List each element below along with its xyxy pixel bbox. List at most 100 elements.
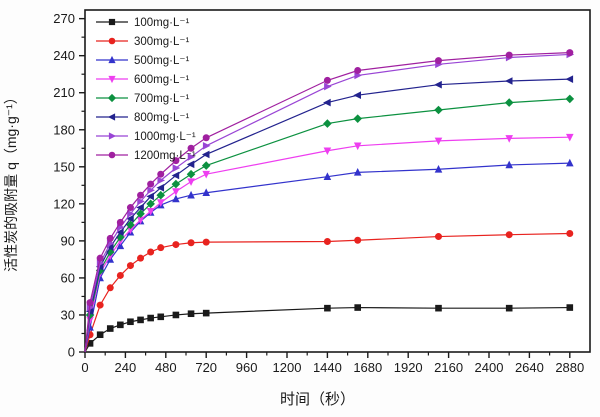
triangle-right-marker bbox=[127, 209, 135, 218]
triangle-left-marker bbox=[201, 150, 210, 159]
x-axis-label: 时间（秒） bbox=[280, 391, 355, 408]
triangle-left-marker bbox=[156, 183, 165, 192]
triangle-up-marker bbox=[434, 164, 443, 173]
triangle-right-marker bbox=[137, 197, 145, 206]
diamond-marker bbox=[353, 114, 362, 123]
triangle-left-marker bbox=[146, 192, 154, 201]
circle-marker bbox=[505, 231, 513, 239]
legend-item-600mgL: 600mg·L⁻¹ bbox=[96, 74, 189, 86]
legend-item-700mgL: 700mg·L⁻¹ bbox=[96, 93, 189, 105]
x-tick-label: 2640 bbox=[515, 360, 544, 375]
circle-marker bbox=[202, 134, 210, 142]
series-100mgL bbox=[84, 304, 574, 353]
diamond-marker bbox=[565, 94, 575, 104]
circle-marker bbox=[147, 180, 155, 188]
triangle-left-marker bbox=[565, 75, 574, 83]
diamond-marker bbox=[105, 247, 115, 257]
triangle-down-marker bbox=[505, 135, 513, 143]
triangle-down-marker bbox=[353, 142, 362, 151]
diamond-marker bbox=[504, 98, 514, 107]
triangle-left-marker bbox=[107, 113, 116, 121]
triangle-right-marker bbox=[172, 164, 181, 172]
circle-marker bbox=[435, 57, 442, 65]
triangle-up-marker bbox=[505, 160, 513, 169]
diamond-marker bbox=[146, 199, 155, 209]
triangle-left-marker bbox=[504, 77, 513, 85]
triangle-right-marker bbox=[202, 142, 211, 150]
diamond-marker bbox=[136, 209, 145, 219]
triangle-right-marker bbox=[147, 186, 155, 195]
triangle-right-marker bbox=[187, 153, 196, 161]
triangle-down-marker bbox=[136, 216, 145, 225]
square-marker bbox=[202, 309, 210, 317]
series-1200mgL bbox=[84, 49, 574, 353]
square-marker bbox=[108, 18, 116, 26]
triangle-down-marker bbox=[146, 207, 155, 216]
x-tick-label: 240 bbox=[115, 360, 137, 375]
triangle-down-marker bbox=[108, 75, 116, 84]
series-800mgL bbox=[84, 75, 574, 353]
triangle-left-marker bbox=[136, 203, 144, 212]
circle-marker bbox=[137, 191, 145, 199]
y-tick-label: 90 bbox=[61, 233, 75, 248]
y-tick-label: 60 bbox=[61, 270, 75, 285]
y-tick-label: 180 bbox=[53, 122, 75, 137]
square-marker bbox=[354, 304, 361, 311]
x-tick-label: 2880 bbox=[555, 360, 584, 375]
diamond-marker bbox=[186, 169, 196, 179]
legend-label: 800mg·L⁻¹ bbox=[134, 112, 189, 124]
circle-marker bbox=[96, 254, 104, 262]
triangle-left-marker bbox=[323, 98, 331, 107]
triangle-down-marker bbox=[187, 178, 195, 186]
triangle-left-marker bbox=[353, 91, 361, 99]
square-marker bbox=[172, 311, 180, 319]
triangle-left-marker bbox=[186, 160, 195, 169]
triangle-right-marker bbox=[324, 82, 332, 91]
x-tick-label: 720 bbox=[195, 360, 217, 375]
diamond-marker bbox=[323, 119, 332, 128]
circle-marker bbox=[354, 66, 362, 74]
legend-label: 1200mg·L⁻¹ bbox=[134, 150, 196, 162]
legend-item-800mgL: 800mg·L⁻¹ bbox=[96, 112, 189, 124]
triangle-down-marker bbox=[323, 147, 332, 156]
legend-item-1000mgL: 1000mg·L⁻¹ bbox=[96, 131, 196, 143]
diamond-marker bbox=[201, 161, 211, 170]
y-tick-label: 120 bbox=[53, 196, 75, 211]
circle-marker bbox=[202, 238, 210, 246]
circle-marker bbox=[126, 262, 134, 270]
triangle-left-marker bbox=[171, 171, 180, 180]
circle-marker bbox=[323, 237, 331, 245]
x-tick-label: 2400 bbox=[475, 360, 504, 375]
triangle-up-marker bbox=[187, 190, 195, 199]
circle-marker bbox=[187, 239, 195, 247]
square-marker bbox=[505, 304, 513, 312]
square-marker bbox=[96, 331, 104, 339]
circle-marker bbox=[147, 248, 155, 256]
square-marker bbox=[117, 321, 124, 329]
circle-marker bbox=[106, 234, 114, 242]
triangle-up-marker bbox=[172, 194, 180, 203]
triangle-left-marker bbox=[434, 80, 442, 89]
triangle-down-marker bbox=[566, 133, 574, 142]
diamond-marker bbox=[116, 232, 125, 242]
circle-marker bbox=[126, 204, 134, 212]
legend: 100mg·L⁻¹ 300mg·L⁻¹ 500mg·L⁻¹ 600mg·L⁻¹ 700m… bbox=[96, 17, 196, 162]
triangle-right-marker bbox=[157, 176, 166, 185]
x-tick-label: 1920 bbox=[394, 360, 423, 375]
circle-marker bbox=[137, 254, 145, 262]
triangle-up-marker bbox=[116, 241, 125, 250]
y-axis-label: 活性炭的吸附量 q（mg·g⁻¹） bbox=[3, 90, 19, 272]
square-marker bbox=[187, 310, 195, 318]
legend-label: 300mg·L⁻¹ bbox=[134, 36, 189, 48]
x-tick-label: 0 bbox=[81, 360, 88, 375]
circle-marker bbox=[435, 233, 442, 241]
y-tick-label: 150 bbox=[53, 159, 75, 174]
x-tick-label: 2160 bbox=[434, 360, 463, 375]
x-tick-label: 1680 bbox=[353, 360, 382, 375]
circle-marker bbox=[96, 301, 104, 309]
y-tick-label: 270 bbox=[53, 11, 75, 26]
triangle-down-marker bbox=[434, 137, 443, 146]
diamond-marker bbox=[171, 179, 181, 189]
triangle-up-marker bbox=[323, 172, 332, 180]
y-tick-label: 210 bbox=[53, 85, 75, 100]
